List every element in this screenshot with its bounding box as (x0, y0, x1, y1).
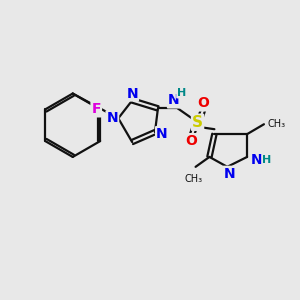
Text: CH₃: CH₃ (268, 119, 286, 129)
Text: S: S (192, 115, 203, 130)
Text: N: N (126, 86, 138, 100)
Text: N: N (156, 127, 168, 141)
Text: N: N (168, 94, 180, 107)
Text: N: N (224, 167, 235, 181)
Text: N: N (251, 153, 263, 167)
Text: F: F (92, 102, 101, 116)
Text: H: H (262, 155, 272, 165)
Text: O: O (198, 96, 209, 110)
Text: N: N (106, 111, 118, 125)
Text: CH₃: CH₃ (184, 174, 203, 184)
Text: O: O (186, 134, 197, 148)
Text: H: H (177, 88, 186, 98)
